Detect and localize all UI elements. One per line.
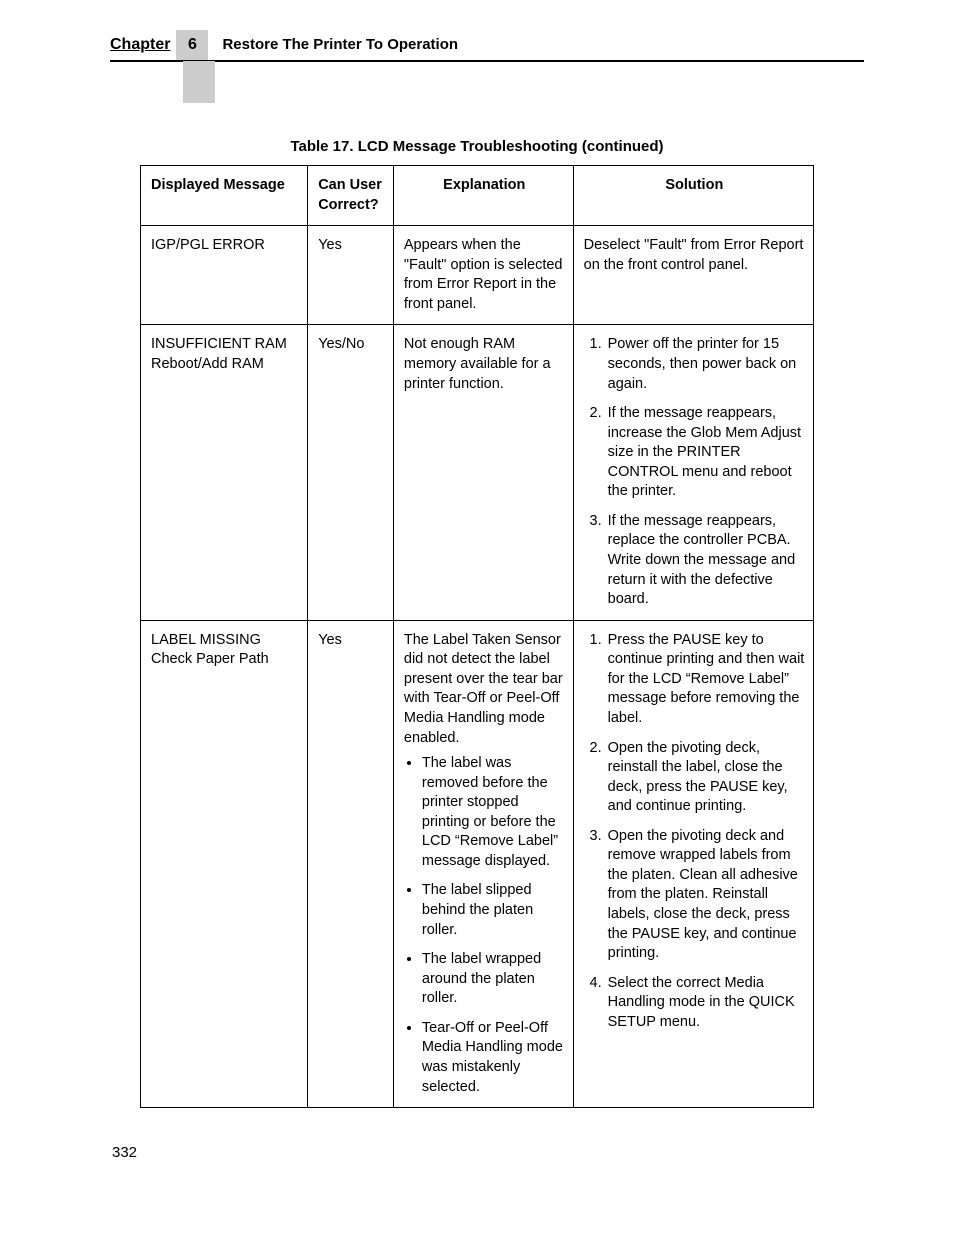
- explanation-bullet: The label wrapped around the platen roll…: [422, 950, 565, 1009]
- solution-step: Power off the printer for 15 seconds, th…: [606, 335, 805, 394]
- cell-solution: Power off the printer for 15 seconds, th…: [573, 325, 813, 620]
- cell-correct: Yes: [308, 620, 394, 1107]
- cell-explanation: The Label Taken Sensor did not detect th…: [393, 620, 573, 1107]
- solution-step: Open the pivoting deck, reinstall the la…: [606, 739, 805, 817]
- cell-solution: Press the PAUSE key to continue printing…: [573, 620, 813, 1107]
- cell-message: LABEL MISSING Check Paper Path: [141, 620, 308, 1107]
- header-rule: [110, 60, 864, 62]
- cell-explanation: Not enough RAM memory available for a pr…: [393, 325, 573, 620]
- cell-correct: Yes: [308, 226, 394, 325]
- solution-step: If the message reappears, increase the G…: [606, 404, 805, 502]
- table-row: IGP/PGL ERROR Yes Appears when the "Faul…: [141, 226, 814, 325]
- solution-step: Select the correct Media Handling mode i…: [606, 974, 805, 1033]
- explanation-intro: The Label Taken Sensor did not detect th…: [404, 632, 563, 746]
- col-header-message: Displayed Message: [141, 166, 308, 226]
- solution-step: Open the pivoting deck and remove wrappe…: [606, 827, 805, 964]
- explanation-bullet: The label slipped behind the platen roll…: [422, 881, 565, 940]
- col-header-explanation: Explanation: [393, 166, 573, 226]
- page-header: Chapter 6 Restore The Printer To Operati…: [110, 30, 954, 60]
- chapter-number: 6: [176, 30, 208, 60]
- chapter-gray-tail: [183, 61, 215, 103]
- page-container: Chapter 6 Restore The Printer To Operati…: [0, 0, 954, 1201]
- cell-solution: Deselect "Fault" from Error Report on th…: [573, 226, 813, 325]
- troubleshooting-table: Displayed Message Can User Correct? Expl…: [140, 165, 814, 1108]
- table-caption: Table 17. LCD Message Troubleshooting (c…: [0, 138, 954, 155]
- table-header-row: Displayed Message Can User Correct? Expl…: [141, 166, 814, 226]
- explanation-bullet: The label was removed before the printer…: [422, 754, 565, 871]
- cell-explanation: Appears when the "Fault" option is selec…: [393, 226, 573, 325]
- section-title: Restore The Printer To Operation: [208, 30, 458, 60]
- chapter-label: Chapter: [110, 30, 176, 60]
- table-row: INSUFFICIENT RAM Reboot/Add RAM Yes/No N…: [141, 325, 814, 620]
- col-header-correct: Can User Correct?: [308, 166, 394, 226]
- cell-message: INSUFFICIENT RAM Reboot/Add RAM: [141, 325, 308, 620]
- table-row: LABEL MISSING Check Paper Path Yes The L…: [141, 620, 814, 1107]
- cell-correct: Yes/No: [308, 325, 394, 620]
- col-header-solution: Solution: [573, 166, 813, 226]
- cell-message: IGP/PGL ERROR: [141, 226, 308, 325]
- explanation-bullet: Tear-Off or Peel-Off Media Handling mode…: [422, 1019, 565, 1097]
- solution-step: Press the PAUSE key to continue printing…: [606, 631, 805, 729]
- page-number: 332: [112, 1144, 954, 1161]
- solution-step: If the message reappears, replace the co…: [606, 512, 805, 610]
